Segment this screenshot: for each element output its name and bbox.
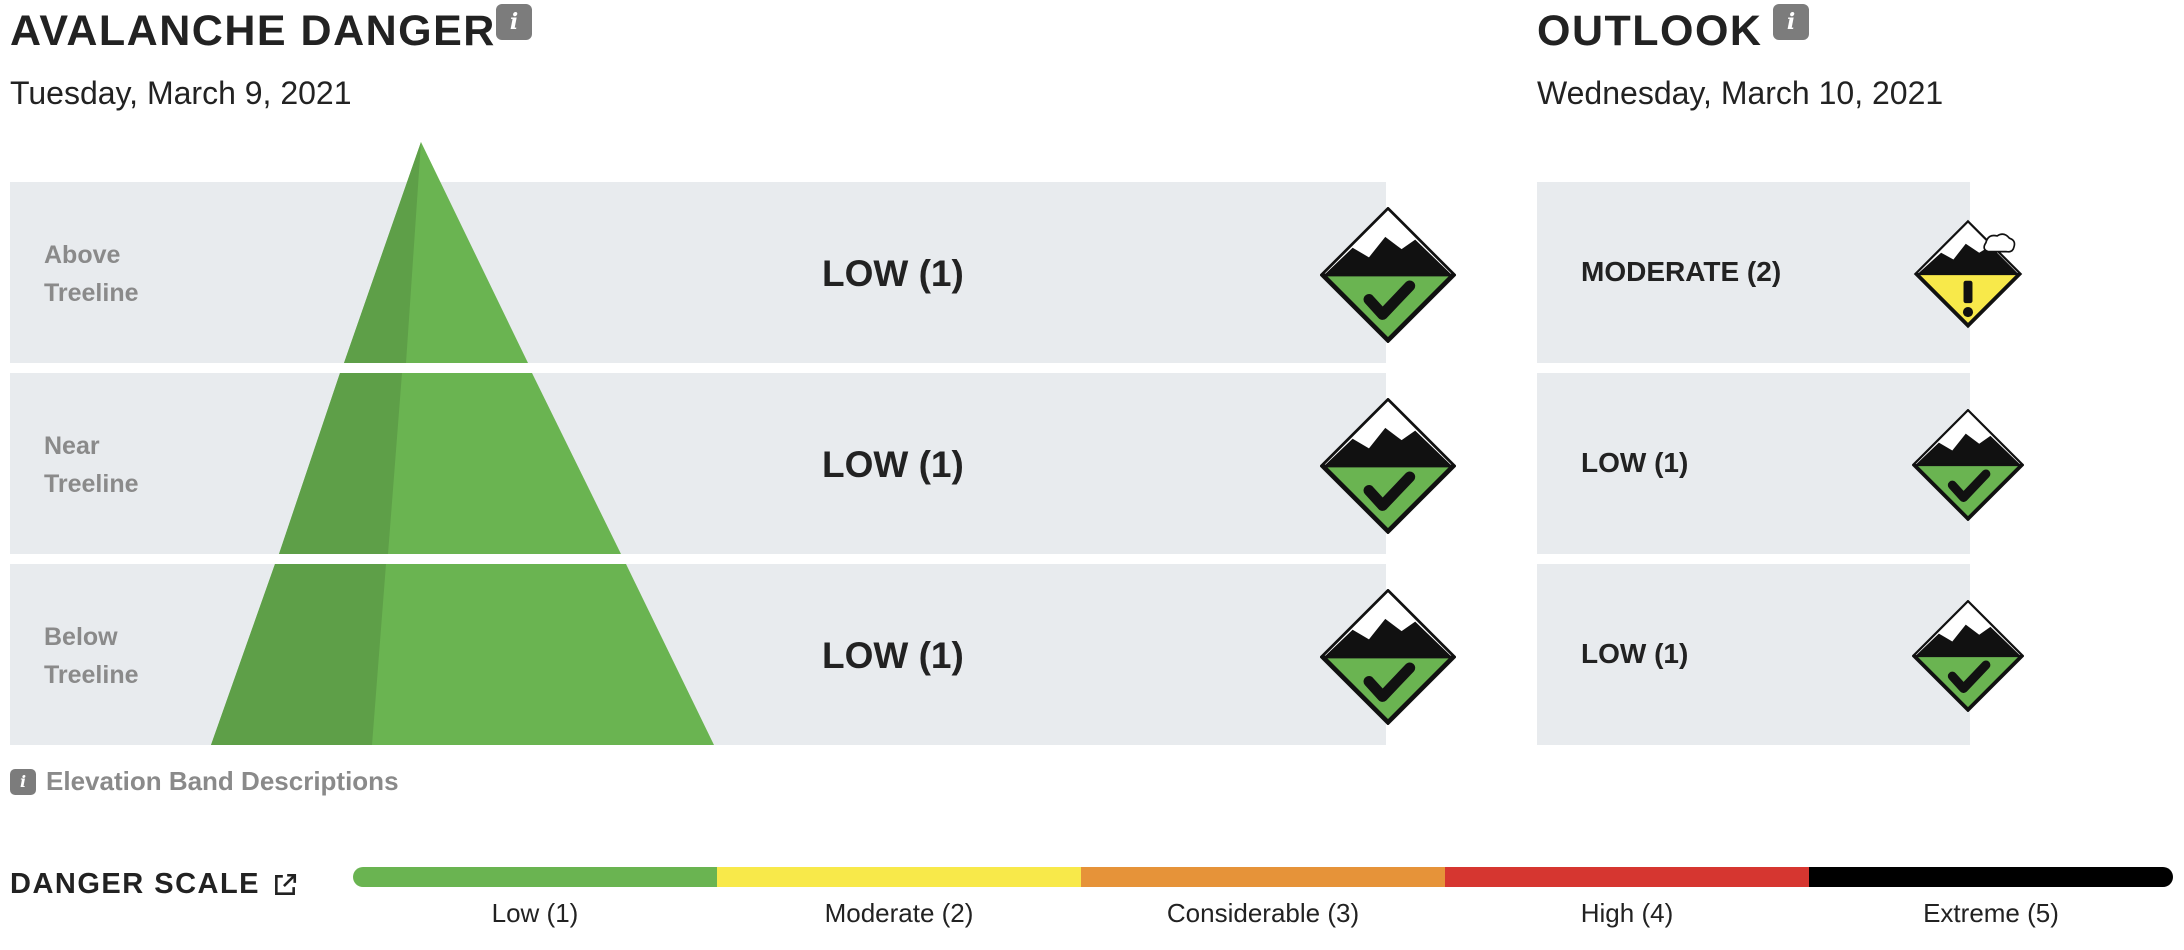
scale-label-considerable: Considerable (3) — [1166, 898, 1360, 928]
outlook-rating-near: LOW (1) — [1581, 447, 1689, 478]
scale-segment-moderate — [717, 867, 1081, 887]
outlook-date: Wednesday, March 10, 2021 — [1537, 75, 1944, 111]
pyramid-tier-above-shade — [344, 142, 421, 363]
band-label-near: Near Treeline — [44, 432, 139, 498]
elevation-band-descriptions-link[interactable]: i Elevation Band Descriptions — [10, 766, 399, 797]
info-icon: i — [10, 768, 36, 795]
low-danger-icon — [1912, 409, 2024, 521]
low-danger-icon — [1320, 589, 1456, 725]
scale-segment-extreme — [1809, 867, 2173, 887]
outlook-band-above — [1537, 182, 1970, 363]
scale-segment-low — [353, 867, 717, 887]
rating-above: LOW (1) — [822, 253, 964, 294]
scale-segment-high — [1445, 867, 1809, 887]
band-label-above: Above Treeline — [44, 241, 139, 307]
danger-scale-bar — [353, 867, 2173, 887]
mountain-pyramid — [211, 142, 714, 745]
outlook-info-icon[interactable]: i — [1773, 4, 1809, 40]
outlook-rating-above: MODERATE (2) — [1581, 256, 1782, 287]
scale-label-low: Low (1) — [491, 898, 579, 928]
outlook-band-below — [1537, 564, 1970, 745]
scale-label-extreme: Extreme (5) — [1923, 898, 2059, 928]
scale-label-moderate: Moderate (2) — [824, 898, 974, 928]
external-link-icon — [275, 873, 297, 895]
avalanche-danger-title: AVALANCHE DANGER — [10, 7, 496, 55]
forecast-date: Tuesday, March 9, 2021 — [10, 75, 352, 111]
band-label-below: Below Treeline — [44, 623, 139, 689]
pyramid-tier-near-shade — [279, 373, 402, 554]
outlook-band-near — [1537, 373, 1970, 554]
outlook-rating-below: LOW (1) — [1581, 638, 1689, 669]
rating-below: LOW (1) — [822, 635, 964, 676]
pyramid-tier-below-shade — [211, 564, 386, 745]
low-danger-icon — [1320, 207, 1456, 343]
scale-segment-considerable — [1081, 867, 1445, 887]
danger-scale-labels: Low (1) Moderate (2) Considerable (3) Hi… — [353, 898, 2173, 929]
outlook-title: OUTLOOK — [1537, 7, 1763, 55]
danger-info-icon[interactable]: i — [496, 4, 532, 40]
rating-near: LOW (1) — [822, 444, 964, 485]
low-danger-icon — [1912, 600, 2024, 712]
danger-scale-title: DANGER SCALE — [10, 868, 261, 900]
moderate-danger-icon — [1913, 219, 2023, 329]
elevation-band-descriptions-label: Elevation Band Descriptions — [46, 766, 399, 796]
scale-label-high: High (4) — [1580, 898, 1674, 928]
low-danger-icon — [1320, 398, 1456, 534]
band-above-treeline — [10, 182, 1386, 363]
band-near-treeline — [10, 373, 1386, 554]
danger-scale-link[interactable]: DANGER SCALE — [10, 870, 298, 899]
